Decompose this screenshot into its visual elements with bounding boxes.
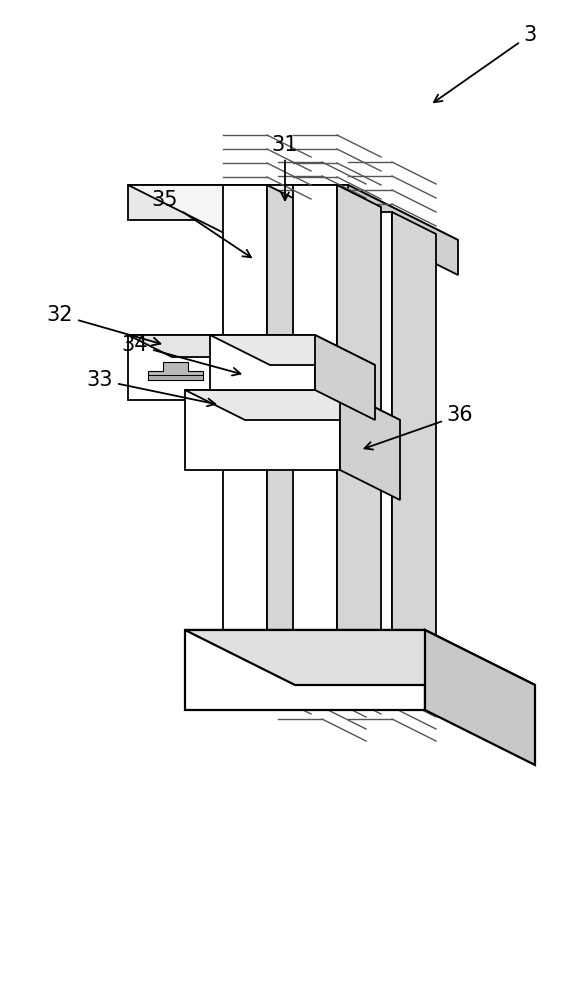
Polygon shape bbox=[337, 185, 381, 682]
Text: 34: 34 bbox=[122, 335, 240, 375]
Text: 33: 33 bbox=[87, 370, 215, 406]
Text: 3: 3 bbox=[434, 25, 537, 102]
Polygon shape bbox=[315, 335, 375, 420]
Polygon shape bbox=[185, 630, 425, 710]
Polygon shape bbox=[210, 335, 315, 390]
Polygon shape bbox=[348, 185, 458, 275]
Polygon shape bbox=[148, 362, 203, 380]
Text: 32: 32 bbox=[47, 305, 160, 345]
Polygon shape bbox=[223, 185, 267, 660]
Polygon shape bbox=[267, 185, 311, 682]
Text: 31: 31 bbox=[272, 135, 298, 200]
Text: 35: 35 bbox=[152, 190, 251, 257]
Polygon shape bbox=[210, 335, 375, 365]
Polygon shape bbox=[228, 335, 272, 422]
Polygon shape bbox=[148, 375, 203, 380]
Polygon shape bbox=[128, 185, 458, 240]
Polygon shape bbox=[340, 390, 400, 500]
Polygon shape bbox=[392, 212, 436, 709]
Polygon shape bbox=[128, 335, 272, 357]
Polygon shape bbox=[128, 185, 348, 220]
Polygon shape bbox=[185, 630, 535, 685]
Polygon shape bbox=[185, 390, 400, 420]
Text: 36: 36 bbox=[364, 405, 473, 450]
Polygon shape bbox=[425, 630, 535, 765]
Polygon shape bbox=[322, 212, 366, 709]
Polygon shape bbox=[185, 390, 340, 470]
Polygon shape bbox=[128, 335, 228, 400]
Polygon shape bbox=[278, 212, 322, 687]
Polygon shape bbox=[293, 185, 337, 660]
Polygon shape bbox=[348, 212, 392, 687]
